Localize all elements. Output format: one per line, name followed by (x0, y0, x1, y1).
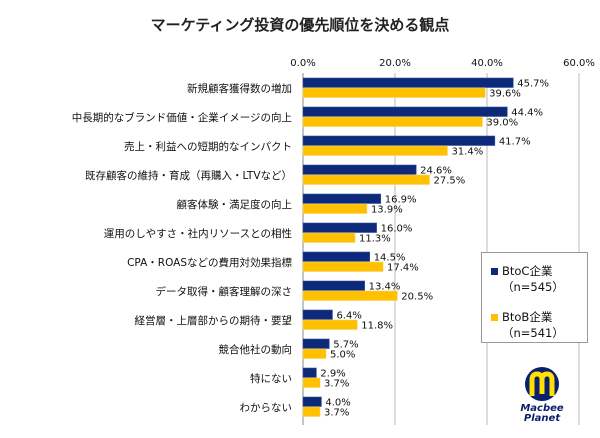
category-label: CPA・ROASなどの費用対効果指標 (127, 256, 292, 269)
logo-text-1: Macbee (520, 403, 564, 414)
bar-btob (302, 319, 358, 330)
logo-mark-icon (525, 367, 559, 401)
category-label: 運用のしやすさ・社内リソースとの相性 (104, 227, 292, 240)
data-label: 24.6% (420, 166, 452, 177)
legend-label-btob: BtoB企業 (502, 310, 553, 324)
bar-btob (302, 261, 384, 272)
bar-btoc (302, 164, 417, 175)
category-label: 特にない (250, 373, 292, 385)
data-label: 17.4% (387, 263, 419, 274)
bar-btob (302, 116, 483, 127)
legend: BtoC企業 （n=545） BtoB企業 （n=541） (481, 252, 588, 343)
category-label: 既存顧客の維持・育成（再購入・LTVなど） (85, 169, 292, 182)
data-label: 11.8% (361, 321, 393, 332)
category-label: 経営層・上層部からの期待・要望 (135, 314, 293, 327)
legend-swatch-btoc (491, 268, 498, 275)
x-tick-label: 0.0% (290, 58, 315, 69)
category-label: わからない (240, 402, 293, 414)
bar-btoc (302, 338, 330, 349)
logo-text-2: Planet (523, 413, 561, 424)
x-tick-label: 60.0% (563, 58, 595, 69)
data-label: 41.7% (499, 137, 531, 148)
bar-btob (302, 145, 448, 156)
bar-btoc (302, 251, 370, 262)
data-label: 6.4% (336, 311, 361, 322)
bar-btob (302, 203, 368, 214)
bar-btob (302, 290, 398, 301)
data-label: 20.5% (401, 292, 433, 303)
data-label: 13.9% (371, 205, 403, 216)
legend-item-btob: BtoB企業 （n=541） (491, 309, 564, 341)
bar-btoc (302, 367, 317, 378)
bar-btoc (302, 193, 382, 204)
data-label: 44.4% (511, 108, 543, 119)
data-label: 3.7% (324, 379, 349, 390)
bar-btoc (302, 280, 365, 291)
category-label: 顧客体験・満足度の向上 (177, 198, 293, 211)
bar-btob (302, 87, 486, 98)
data-label: 5.7% (333, 340, 358, 351)
bar-btoc (302, 106, 508, 117)
data-label: 3.7% (324, 408, 349, 419)
bar-btoc (302, 309, 333, 320)
data-label: 2.9% (320, 369, 345, 380)
bar-btoc (302, 222, 377, 233)
legend-item-btoc: BtoC企業 （n=545） (491, 263, 564, 295)
data-label: 31.4% (451, 147, 483, 158)
bar-btoc (302, 77, 514, 88)
bar-btoc (302, 135, 496, 146)
bar-btob (302, 348, 327, 359)
category-label: 競合他社の動向 (219, 343, 293, 356)
macbee-planet-logo: Macbee Planet (512, 364, 572, 428)
chart-title: マーケティング投資の優先順位を決める観点 (150, 16, 450, 34)
bar-btoc (302, 396, 322, 407)
data-label: 14.5% (374, 253, 406, 264)
x-tick-label: 20.0% (379, 58, 411, 69)
data-label: 16.0% (381, 224, 413, 235)
legend-n-btob: （n=541） (502, 326, 564, 340)
category-label: データ取得・顧客理解の深さ (156, 285, 293, 298)
data-label: 39.6% (489, 89, 521, 100)
data-label: 4.0% (325, 398, 350, 409)
legend-n-btoc: （n=545） (502, 280, 564, 294)
bar-btob (302, 232, 356, 243)
data-label: 13.4% (369, 282, 401, 293)
category-label: 新規顧客獲得数の増加 (187, 82, 292, 95)
data-label: 5.0% (330, 350, 355, 361)
bar-btob (302, 377, 321, 388)
category-label: 中長期的なブランド価値・企業イメージの向上 (72, 111, 292, 124)
legend-swatch-btob (491, 314, 498, 321)
x-tick-label: 40.0% (471, 58, 503, 69)
data-label: 45.7% (517, 79, 549, 90)
legend-label-btoc: BtoC企業 (502, 264, 553, 278)
data-label: 39.0% (486, 118, 518, 129)
data-label: 27.5% (434, 176, 466, 187)
data-label: 16.9% (385, 195, 417, 206)
data-label: 11.3% (359, 234, 391, 245)
bar-btob (302, 406, 321, 417)
bar-btob (302, 174, 430, 185)
category-label: 売上・利益への短期的なインパクト (124, 140, 292, 153)
